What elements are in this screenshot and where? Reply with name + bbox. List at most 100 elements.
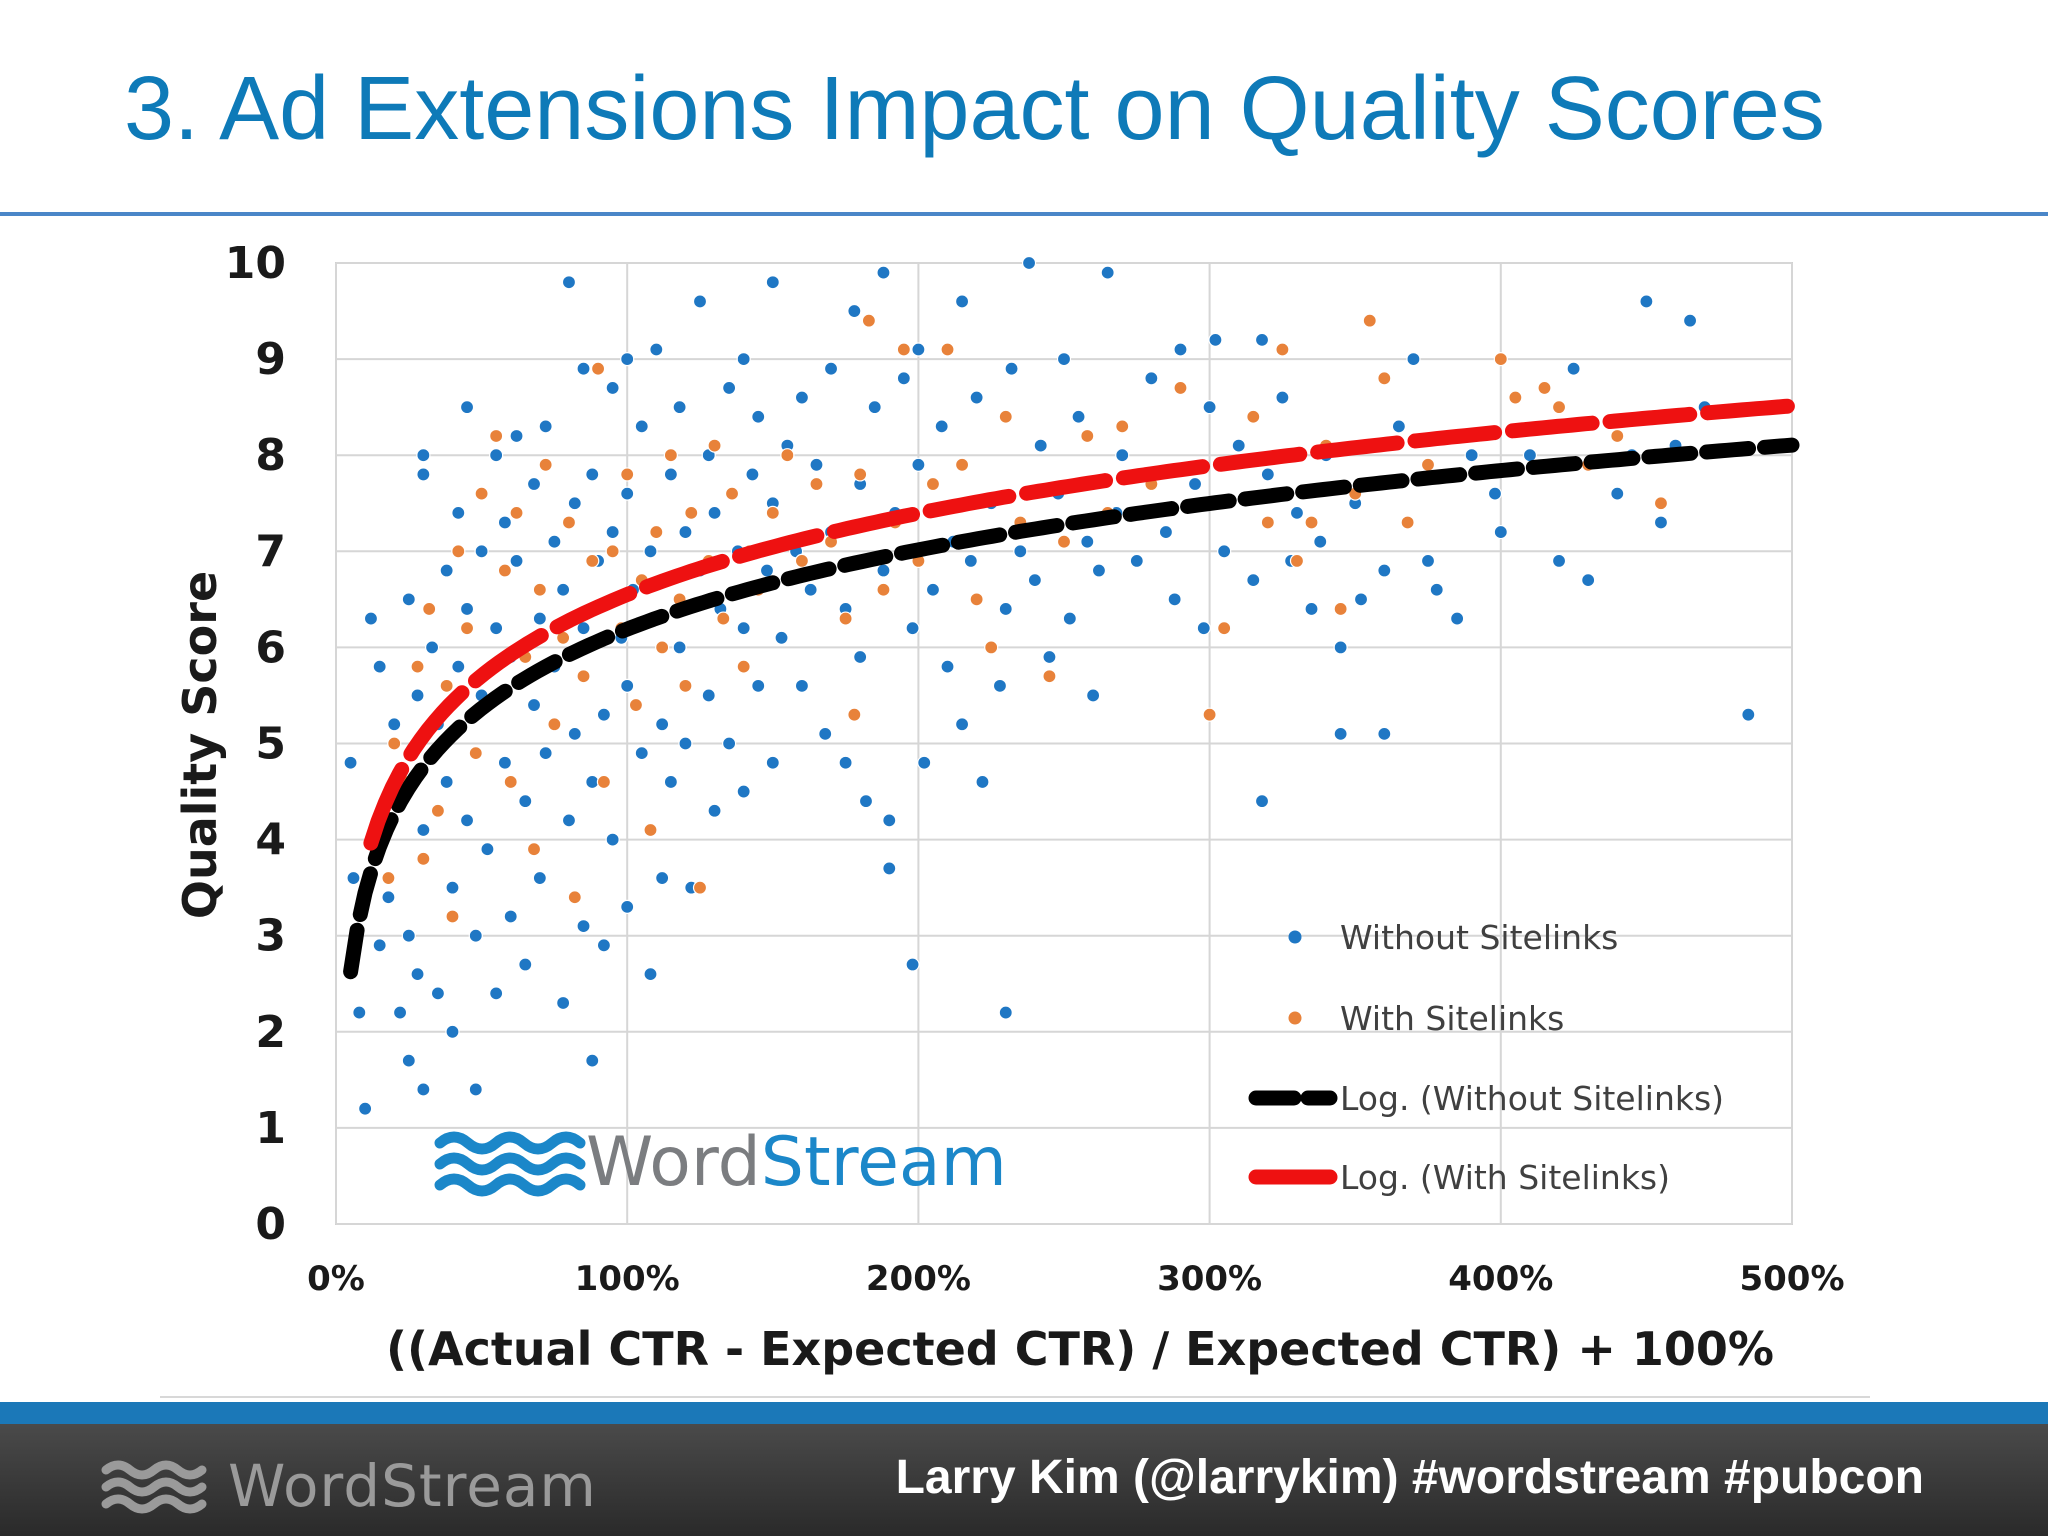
point-without-sitelinks (585, 467, 600, 482)
point-without-sitelinks (410, 967, 425, 982)
x-axis-label: ((Actual CTR - Expected CTR) / Expected … (386, 1322, 1774, 1376)
legend-label: With Sitelinks (1340, 999, 1564, 1038)
legend-marker-without-sitelinks (1288, 930, 1302, 944)
point-without-sitelinks (620, 486, 635, 501)
chart-bottom-divider (160, 1396, 1870, 1398)
point-without-sitelinks (439, 774, 454, 790)
point-without-sitelinks (794, 390, 810, 405)
point-with-sitelinks (416, 851, 431, 866)
legend-marker-with-sitelinks (1288, 1011, 1302, 1025)
point-without-sitelinks (363, 611, 379, 626)
point-with-sitelinks (1217, 621, 1232, 636)
point-without-sitelinks (736, 784, 751, 799)
point-without-sitelinks (809, 457, 824, 472)
x-tick-label: 0% (307, 1259, 365, 1299)
point-without-sitelinks (969, 390, 984, 405)
point-without-sitelinks (975, 774, 990, 790)
point-without-sitelinks (847, 303, 862, 319)
point-with-sitelinks (780, 448, 795, 463)
point-without-sitelinks (1062, 611, 1077, 626)
point-without-sitelinks (876, 563, 891, 578)
point-without-sitelinks (605, 832, 620, 847)
point-with-sitelinks (605, 544, 620, 559)
point-with-sitelinks (794, 553, 810, 569)
point-without-sitelinks (1231, 438, 1246, 453)
point-without-sitelinks (372, 659, 387, 674)
point-with-sitelinks (1202, 707, 1217, 722)
point-with-sitelinks (1304, 515, 1319, 530)
point-with-sitelinks (1493, 352, 1508, 367)
point-without-sitelinks (1217, 544, 1232, 559)
point-with-sitelinks (838, 611, 853, 626)
point-without-sitelinks (736, 621, 751, 636)
point-without-sitelinks (634, 419, 649, 434)
point-with-sitelinks (585, 553, 600, 569)
point-without-sitelinks (518, 794, 533, 809)
point-without-sitelinks (1522, 448, 1538, 463)
point-without-sitelinks (1333, 640, 1348, 655)
point-without-sitelinks (459, 813, 475, 828)
point-with-sitelinks (940, 342, 955, 357)
point-with-sitelinks (663, 448, 678, 463)
point-without-sitelinks (526, 697, 542, 713)
y-tick-label: 5 (255, 719, 286, 770)
point-without-sitelinks (430, 986, 446, 1001)
point-with-sitelinks (643, 822, 658, 838)
point-with-sitelinks (628, 697, 644, 713)
point-without-sitelinks (358, 1101, 373, 1116)
y-tick-label: 3 (255, 911, 286, 962)
point-without-sitelinks (532, 870, 547, 886)
point-without-sitelinks (1377, 563, 1392, 578)
point-without-sitelinks (1429, 582, 1444, 597)
y-tick-label: 8 (255, 430, 286, 481)
point-without-sitelinks (751, 409, 766, 424)
point-without-sitelinks (759, 563, 775, 578)
point-without-sitelinks (963, 553, 978, 569)
point-without-sitelinks (556, 995, 571, 1011)
point-without-sitelinks (934, 419, 949, 434)
point-without-sitelinks (954, 717, 970, 732)
watermark-word: Word (586, 1123, 761, 1202)
point-without-sitelinks (474, 544, 489, 559)
y-tick-label: 10 (225, 238, 286, 289)
point-without-sitelinks (1450, 611, 1465, 626)
point-without-sitelinks (556, 582, 571, 597)
point-without-sitelinks (1487, 486, 1503, 501)
point-without-sitelinks (1042, 649, 1057, 665)
point-without-sitelinks (620, 678, 635, 693)
point-without-sitelinks (401, 928, 416, 943)
point-with-sitelinks (692, 880, 708, 895)
legend-label: Log. (With Sitelinks) (1340, 1158, 1670, 1197)
point-without-sitelinks (1275, 390, 1290, 405)
point-without-sitelinks (1653, 515, 1669, 530)
point-without-sitelinks (1581, 573, 1596, 588)
x-tick-label: 300% (1157, 1259, 1262, 1299)
point-with-sitelinks (1508, 390, 1523, 405)
point-without-sitelinks (643, 967, 658, 982)
point-without-sitelinks (401, 592, 416, 607)
point-without-sitelinks (678, 524, 693, 540)
point-without-sitelinks (620, 899, 635, 914)
point-with-sitelinks (954, 457, 970, 472)
point-without-sitelinks (1100, 265, 1115, 280)
point-without-sitelinks (1254, 332, 1270, 347)
point-without-sitelinks (561, 813, 577, 828)
point-without-sitelinks (992, 678, 1008, 693)
point-without-sitelinks (917, 755, 932, 770)
legend-label: Log. (Without Sitelinks) (1340, 1079, 1724, 1118)
point-without-sitelinks (401, 1053, 416, 1068)
watermark-text: WordStream (586, 1123, 1007, 1202)
point-without-sitelinks (774, 630, 789, 645)
point-without-sitelinks (634, 746, 649, 761)
point-without-sitelinks (576, 361, 591, 376)
slide-title: 3. Ad Extensions Impact on Quality Score… (124, 59, 1825, 159)
point-with-sitelinks (590, 361, 606, 376)
point-without-sitelinks (823, 361, 839, 376)
point-without-sitelinks (489, 448, 504, 463)
point-with-sitelinks (468, 746, 483, 761)
point-without-sitelinks (649, 342, 664, 357)
point-without-sitelinks (585, 1053, 600, 1068)
point-without-sitelinks (655, 870, 670, 886)
point-with-sitelinks (684, 505, 699, 520)
point-with-sitelinks (489, 428, 504, 444)
